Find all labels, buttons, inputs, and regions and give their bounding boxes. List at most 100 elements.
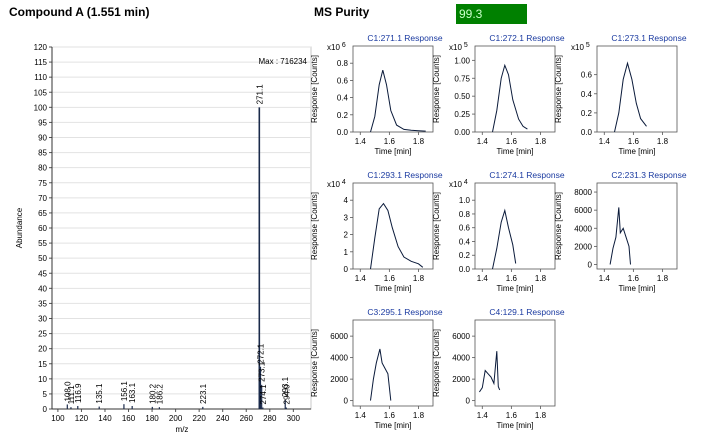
eic-multiplier-exponent: 6 bbox=[342, 42, 346, 49]
ms-purity-value: 99.3 bbox=[456, 4, 527, 24]
spectrum-x-tick-label: 160 bbox=[122, 414, 136, 423]
spectrum-x-tick-label: 180 bbox=[145, 414, 159, 423]
eic-y-tick-label: 2 bbox=[344, 231, 349, 240]
eic-multiplier-exponent: 4 bbox=[342, 179, 346, 186]
spectrum-peak-label: 180.2 bbox=[148, 383, 157, 404]
spectrum-y-tick-label: 10 bbox=[38, 375, 47, 384]
eic-y-tick-label: 6000 bbox=[574, 206, 592, 215]
eic-multiplier: x10 5 bbox=[571, 42, 590, 52]
spectrum-y-tick-label: 95 bbox=[38, 118, 47, 127]
spectrum-y-tick-label: 55 bbox=[38, 239, 47, 248]
spectrum-x-label: m/z bbox=[176, 425, 189, 434]
eic-y-tick-label: 1.0 bbox=[459, 196, 471, 205]
spectrum-x-tick-label: 100 bbox=[51, 414, 65, 423]
eic-x-tick-label: 1.8 bbox=[657, 137, 669, 146]
eic-x-tick-label: 1.8 bbox=[535, 411, 547, 420]
eic-y-tick-label: 0.0 bbox=[581, 128, 593, 137]
spectrum-peak-label: 116.9 bbox=[74, 383, 83, 403]
eic-y-tick-label: 0.0 bbox=[459, 265, 471, 274]
eic-y-tick-label: 0.50 bbox=[454, 92, 470, 101]
eic-x-label: Time [min] bbox=[374, 147, 411, 156]
eic-multiplier-base: x10 bbox=[449, 180, 462, 189]
eic-x-label: Time [min] bbox=[618, 147, 655, 156]
spectrum-peak-label: 163.1 bbox=[128, 382, 137, 403]
eic-x-tick-label: 1.8 bbox=[535, 137, 547, 146]
eic-title: C1:273.1 Response bbox=[611, 33, 686, 43]
eic-x-tick-label: 1.4 bbox=[477, 137, 489, 146]
eic-x-tick-label: 1.6 bbox=[384, 411, 396, 420]
spectrum-peak-label: 274.1 bbox=[259, 384, 268, 405]
eic-multiplier-exponent: 4 bbox=[464, 179, 468, 186]
eic-x-label: Time [min] bbox=[374, 421, 411, 430]
spectrum-y-tick-label: 5 bbox=[43, 390, 48, 399]
eic-plot-frame bbox=[474, 45, 556, 133]
eic-x-tick-label: 1.6 bbox=[628, 137, 640, 146]
eic-x-tick-label: 1.4 bbox=[477, 411, 489, 420]
spectrum-peak-label: 223.1 bbox=[199, 383, 208, 404]
eic-x-label: Time [min] bbox=[374, 284, 411, 293]
eic-x-label: Time [min] bbox=[496, 147, 533, 156]
spectrum-x-tick-label: 200 bbox=[169, 414, 183, 423]
page-title: Compound A (1.551 min) bbox=[9, 5, 150, 19]
eic-y-tick-label: 0 bbox=[588, 260, 593, 269]
eic-y-tick-label: 0.6 bbox=[581, 71, 593, 80]
eic-trace bbox=[614, 61, 647, 133]
eic-trace bbox=[370, 69, 426, 133]
spectrum-max-label: Max : 716234 bbox=[259, 57, 308, 66]
spectrum-peak-label: 272.1 bbox=[256, 343, 265, 364]
spectrum-y-tick-label: 80 bbox=[38, 164, 47, 173]
spectrum-peak-label: 135.1 bbox=[95, 383, 104, 404]
spectrum-y-tick-label: 115 bbox=[34, 58, 47, 67]
eic-x-tick-label: 1.8 bbox=[657, 274, 669, 283]
eic-multiplier-base: x10 bbox=[449, 43, 462, 52]
eic-x-tick-label: 1.8 bbox=[413, 411, 425, 420]
eic-y-tick-label: 0.2 bbox=[337, 111, 349, 120]
spectrum-peak-label: 271.1 bbox=[255, 84, 264, 105]
eic-title: C2:231.3 Response bbox=[611, 170, 686, 180]
spectrum-y-tick-label: 0 bbox=[43, 405, 48, 414]
spectrum-peak-label: 156.1 bbox=[120, 381, 129, 402]
eic-y-tick-label: 2000 bbox=[452, 375, 470, 384]
eic-y-tick-label: 2000 bbox=[330, 375, 348, 384]
eic-y-tick-label: 0.6 bbox=[459, 224, 471, 233]
eic-y-tick-label: 1.00 bbox=[454, 56, 470, 65]
eic-trace bbox=[492, 63, 528, 133]
eic-x-tick-label: 1.4 bbox=[355, 137, 367, 146]
eic-y-tick-label: 8000 bbox=[574, 188, 592, 197]
eic-y-tick-label: 4000 bbox=[574, 224, 592, 233]
spectrum-x-tick-label: 300 bbox=[287, 414, 301, 423]
eic-x-tick-label: 1.8 bbox=[413, 274, 425, 283]
eic-y-tick-label: 1 bbox=[344, 248, 349, 257]
spectrum-y-tick-label: 85 bbox=[38, 149, 47, 158]
eic-x-tick-label: 1.4 bbox=[599, 274, 611, 283]
eic-x-tick-label: 1.4 bbox=[599, 137, 611, 146]
eic-y-tick-label: 0.8 bbox=[337, 59, 349, 68]
spectrum-peak-label: 111.1 bbox=[67, 385, 76, 404]
eic-y-label: Response [Counts] bbox=[310, 192, 319, 260]
eic-multiplier-base: x10 bbox=[327, 180, 340, 189]
eic-trace bbox=[370, 348, 392, 401]
spectrum-x-tick-label: 120 bbox=[75, 414, 89, 423]
spectrum-y-tick-label: 60 bbox=[38, 224, 47, 233]
eic-y-tick-label: 0.6 bbox=[337, 76, 349, 85]
eic-y-tick-label: 0.00 bbox=[454, 128, 470, 137]
spectrum-y-tick-label: 15 bbox=[38, 360, 47, 369]
eic-x-tick-label: 1.4 bbox=[355, 411, 367, 420]
eic-trace bbox=[370, 202, 424, 270]
eic-plot-frame bbox=[474, 319, 556, 407]
spectrum-y-tick-label: 120 bbox=[34, 43, 48, 52]
eic-trace bbox=[492, 208, 517, 270]
eic-y-label: Response [Counts] bbox=[554, 192, 563, 260]
eic-plot-frame bbox=[596, 45, 678, 133]
spectrum-y-tick-label: 35 bbox=[38, 299, 47, 308]
spectrum-y-tick-label: 25 bbox=[38, 330, 47, 339]
eic-x-tick-label: 1.4 bbox=[355, 274, 367, 283]
spectrum-x-tick-label: 280 bbox=[263, 414, 277, 423]
eic-x-tick-label: 1.6 bbox=[506, 274, 518, 283]
eic-y-tick-label: 6000 bbox=[452, 332, 470, 341]
eic-y-label: Response [Counts] bbox=[310, 55, 319, 123]
spectrum-y-tick-label: 70 bbox=[38, 194, 47, 203]
spectrum-x-tick-label: 260 bbox=[240, 414, 254, 423]
eic-y-tick-label: 0.8 bbox=[459, 210, 471, 219]
spectrum-y-tick-label: 30 bbox=[38, 315, 47, 324]
